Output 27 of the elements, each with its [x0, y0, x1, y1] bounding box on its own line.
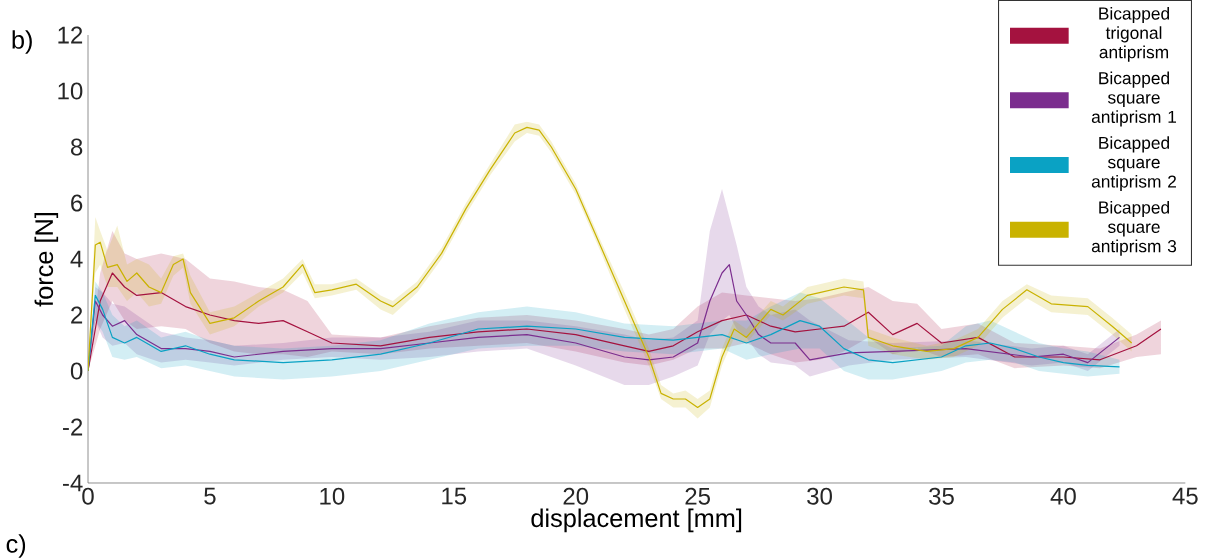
y-tick-label: -4: [63, 474, 83, 492]
y-axis-title: force [N]: [34, 212, 59, 307]
x-tick-label: 45: [1172, 487, 1198, 505]
x-tick-label: 15: [442, 487, 467, 505]
legend-label: Bicapped square antiprism 1: [1091, 71, 1177, 127]
y-tick-label: -2: [63, 418, 83, 436]
x-tick-label: 40: [1050, 487, 1076, 505]
y-tick-label: 2: [71, 306, 83, 324]
x-tick-label: 20: [563, 487, 589, 505]
y-tick-label: 6: [71, 194, 83, 212]
text: b): [12, 30, 32, 54]
legend-label: Bicapped square antiprism 3: [1091, 200, 1177, 256]
x-tick-label: 0: [82, 487, 94, 505]
y-tick-label: 4: [70, 250, 83, 268]
x-tick-label: 35: [929, 487, 954, 505]
x-tick-label: 10: [320, 487, 345, 505]
y-tick-label: 10: [58, 82, 83, 100]
y-tick-label: 0: [70, 362, 83, 380]
x-tick-label: 25: [685, 487, 710, 505]
legend-label: Bicapped square antiprism 2: [1091, 136, 1176, 192]
x-tick-label: 30: [807, 487, 832, 505]
x-axis-title: displacement [mm]: [531, 508, 742, 533]
x-tick-label: 5: [204, 487, 216, 505]
text: c): [6, 534, 26, 558]
legend-label: Bicapped trigonal antiprism: [1099, 6, 1170, 62]
y-tick-label: 8: [70, 138, 83, 156]
y-tick-label: 12: [58, 26, 83, 44]
